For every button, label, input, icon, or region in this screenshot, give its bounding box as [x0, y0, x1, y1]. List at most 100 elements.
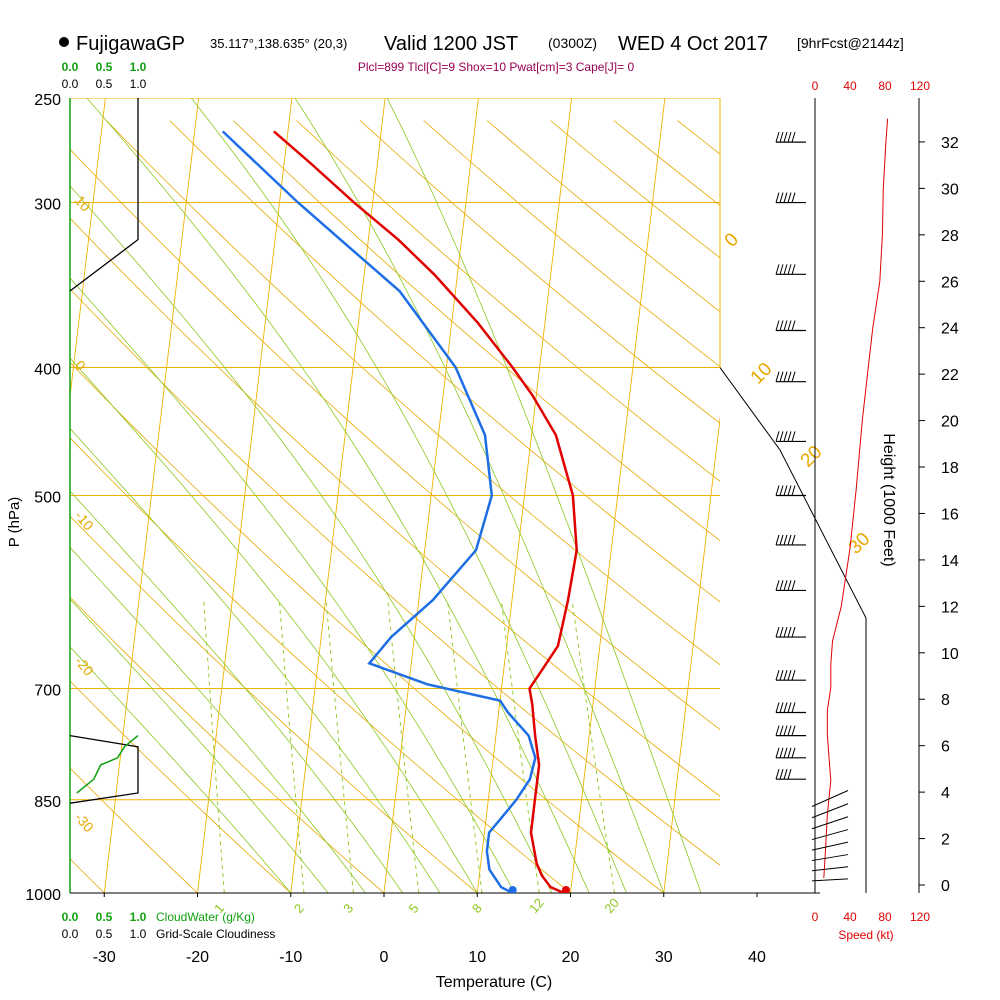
- wind-barb-flag: [779, 485, 784, 496]
- temperature-tick-label: 40: [748, 949, 766, 966]
- temperature-tick-label: -20: [186, 949, 209, 966]
- cloudiness-lower-line: [69, 734, 139, 804]
- cloud-water-bottom-tick: 0.0: [62, 910, 79, 924]
- moist-adiabat-line: [386, 98, 702, 893]
- dry-adiabat-line: [550, 120, 720, 259]
- wind-barb-staff: [811, 829, 849, 841]
- height-tick-label: 26: [941, 274, 959, 291]
- wind-barb-flag: [775, 725, 780, 736]
- speed-bottom-tick: 0: [812, 910, 819, 924]
- wind-barb-flag: [791, 485, 796, 496]
- wind-barb-flag: [775, 192, 780, 203]
- temperature-tick-label: 30: [655, 949, 673, 966]
- cloud-water-top-tick: 0.5: [96, 60, 113, 74]
- surface-dewpoint-marker: [508, 886, 517, 893]
- wind-barb-flag: [787, 192, 792, 203]
- dry-adiabat-line: [169, 120, 720, 603]
- adiabat-label: -20: [72, 653, 97, 679]
- wind-barb-flag: [791, 192, 796, 203]
- wind-barb-staff: [811, 878, 849, 882]
- isotherm-label: 20: [797, 442, 827, 472]
- wind-barb-flag: [787, 769, 792, 780]
- pressure-tick-label: 250: [34, 92, 61, 109]
- wind-barb-flag: [779, 626, 784, 638]
- speed-top-tick: 40: [843, 79, 857, 93]
- height-tick-label: 12: [941, 599, 959, 616]
- cloud-water-top-tick: 0.0: [62, 60, 79, 74]
- temperature-tick-label: -30: [93, 949, 116, 966]
- moist-adiabat-line: [86, 98, 590, 893]
- cloudiness-upper-line: [69, 98, 139, 292]
- mixing-ratio-line: [500, 600, 540, 893]
- wind-barb-flag: [791, 431, 796, 442]
- wind-barb-flag: [775, 747, 780, 758]
- mixing-ratio-label: 5: [406, 901, 422, 916]
- moist-adiabat-line: [70, 427, 441, 893]
- wind-barb-flag: [779, 769, 784, 780]
- moist-adiabat-line: [70, 598, 329, 893]
- moist-adiabat-line: [294, 98, 665, 893]
- height-tick-label: 16: [941, 506, 959, 523]
- wind-barb-flag: [779, 725, 784, 736]
- moist-adiabat-line: [70, 490, 403, 893]
- height-tick-label: 30: [941, 181, 959, 198]
- wind-barb-flag: [783, 264, 788, 275]
- temperature-tick-label: 0: [380, 949, 389, 966]
- wind-barb-flag: [775, 320, 780, 331]
- wind-barb-flag: [791, 264, 796, 275]
- moist-adiabat-line: [70, 646, 292, 893]
- wind-barb-flag: [787, 485, 792, 496]
- height-tick-label: 18: [941, 460, 959, 477]
- valid-zulu: (0300Z): [548, 35, 597, 51]
- speed-axis-title: Speed (kt): [838, 928, 893, 942]
- dry-adiabat-line: [70, 148, 720, 731]
- x-axis-title: Temperature (C): [436, 974, 552, 991]
- height-tick-label: 32: [941, 135, 959, 152]
- wind-barb-flag: [783, 580, 788, 591]
- wind-barb-flag: [775, 534, 780, 546]
- wind-barb-flag: [787, 626, 792, 638]
- mixing-ratio-label: 12: [526, 895, 547, 916]
- mixing-ratio-line: [447, 600, 483, 893]
- height-tick-label: 0: [941, 878, 950, 895]
- dry-adiabat-line: [70, 361, 665, 893]
- isotherm-line: [383, 98, 479, 893]
- mixing-ratio-line: [325, 600, 354, 893]
- stability-indices: Plcl=899 Tlcl[C]=9 Shox=10 Pwat[cm]=3 Ca…: [358, 60, 635, 74]
- wind-barb-flag: [783, 320, 788, 331]
- wind-barb-flag: [783, 431, 788, 442]
- wind-barb-flag: [779, 320, 784, 331]
- wind-barb-flag: [791, 670, 796, 681]
- wind-barb-flag: [775, 626, 780, 638]
- dewpoint-line: [221, 130, 537, 893]
- isotherm-line: [663, 415, 720, 893]
- dry-adiabat-line: [70, 515, 478, 893]
- height-tick-label: 20: [941, 414, 959, 431]
- isotherm-line: [197, 98, 293, 893]
- wind-barb-flag: [783, 725, 788, 736]
- mixing-ratio-line: [278, 600, 305, 893]
- pressure-tick-label: 500: [34, 490, 61, 507]
- wind-barb-flag: [779, 534, 784, 546]
- wind-barb-flag: [791, 626, 796, 638]
- mixing-ratio-label: 8: [469, 901, 485, 916]
- valid-date: WED 4 Oct 2017: [618, 33, 768, 55]
- station-coords: 35.117°,138.635° (20,3): [210, 36, 347, 51]
- wind-barb-flag: [787, 702, 792, 713]
- pressure-tick-label: 700: [34, 682, 61, 699]
- station-dot-icon: [59, 37, 69, 47]
- wind-barb-flag: [775, 485, 780, 496]
- mixing-ratio-label: 3: [340, 901, 356, 916]
- panel-boundary-line: [719, 367, 867, 893]
- wind-barb-flag: [775, 371, 780, 382]
- cloud-water-bottom-tick: 0.5: [96, 910, 113, 924]
- speed-top-tick: 0: [812, 79, 819, 93]
- wind-barb-flag: [779, 371, 784, 382]
- wind-barb-flag: [783, 769, 788, 780]
- wind-barb-flag: [787, 371, 792, 382]
- wind-barb-flag: [783, 371, 788, 382]
- forecast-info: [9hrFcst@2144z]: [797, 35, 904, 51]
- mixing-ratio-line: [571, 600, 615, 893]
- cloudiness-bottom-tick: 0.0: [62, 927, 79, 941]
- cloudiness-top-tick: 0.0: [62, 77, 79, 91]
